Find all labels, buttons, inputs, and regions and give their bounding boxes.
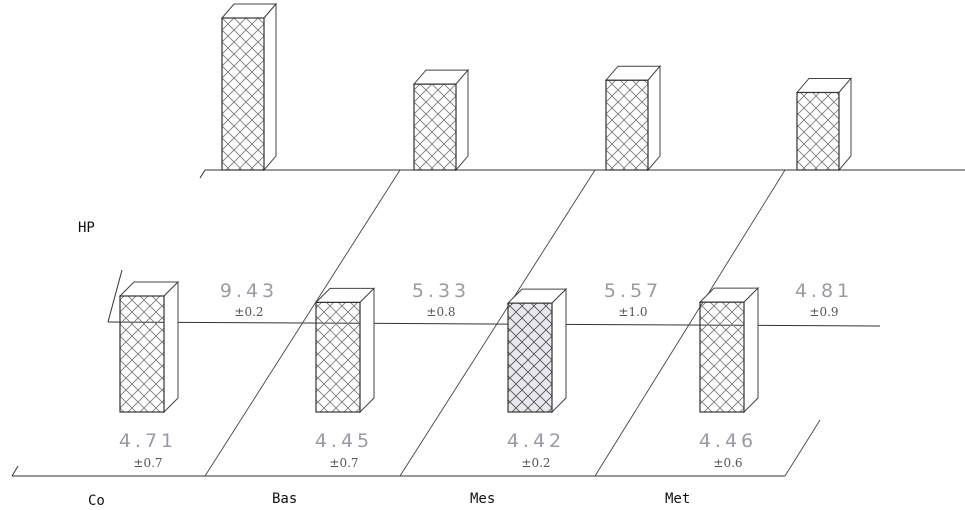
bar-back-met	[795, 77, 853, 172]
axis-line-middle	[107, 321, 881, 327]
bar-side-face	[838, 77, 852, 172]
depth-divider-4	[784, 419, 821, 477]
bar-side-face	[743, 286, 759, 414]
category-label-met: Met	[665, 491, 690, 507]
value-label-back-mes: 5.57	[604, 280, 662, 302]
bar-side-face	[263, 2, 277, 172]
bar-front-face	[507, 302, 553, 413]
depth-divider-2	[399, 169, 596, 477]
bar-front-face	[699, 301, 745, 413]
bar-front-face	[413, 83, 457, 171]
value-label-front-bas: 4.45	[315, 430, 373, 452]
bar-side-face	[551, 287, 567, 414]
category-label-co: Co	[88, 493, 105, 509]
bars	[118, 2, 853, 414]
bar-side-face	[647, 64, 661, 172]
value-label-front-co: 4.71	[119, 430, 177, 452]
bar-side-face	[455, 68, 469, 172]
bar-front-mes	[506, 287, 568, 414]
bar-front-co	[118, 280, 180, 414]
error-label-front-bas: ±0.7	[329, 456, 358, 470]
value-label-back-co: 9.43	[220, 280, 278, 302]
value-label-back-met: 4.81	[795, 280, 853, 302]
error-label-back-bas: ±0.8	[426, 305, 455, 319]
value-label-back-bas: 5.33	[412, 280, 470, 302]
error-label-front-co: ±0.7	[133, 456, 162, 470]
bar-front-face	[221, 17, 265, 171]
depth-divider-1	[204, 169, 401, 477]
bar-front-face	[796, 91, 840, 171]
error-label-back-met: ±0.9	[809, 305, 838, 319]
bar-front-face	[315, 301, 361, 413]
bar-side-face	[163, 280, 179, 414]
value-label-front-met: 4.46	[699, 430, 757, 452]
bar-front-met	[698, 286, 760, 414]
axis-tick-back	[199, 169, 206, 179]
bar-front-face	[605, 79, 649, 171]
row-label-hp: HP	[78, 220, 95, 236]
value-label-front-mes: 4.42	[507, 430, 565, 452]
error-label-front-mes: ±0.2	[521, 456, 550, 470]
bar-back-bas	[412, 68, 470, 172]
bar-front-face	[119, 295, 165, 413]
bar-back-co	[220, 2, 278, 172]
axis-edge-middle	[107, 269, 123, 323]
error-label-front-met: ±0.6	[713, 456, 742, 470]
bar-side-face	[359, 287, 375, 414]
category-label-mes: Mes	[470, 491, 495, 507]
category-label-bas: Bas	[272, 491, 297, 507]
value-labels: 9.43 ±0.2 5.33 ±0.8 5.57 ±1.0 4.81 ±0.9 4.71 ±0.7…	[119, 280, 853, 470]
error-label-back-co: ±0.2	[234, 305, 263, 319]
bar-front-bas	[314, 287, 376, 414]
error-label-back-mes: ±1.0	[618, 305, 647, 319]
axis-tick-front	[11, 465, 19, 477]
depth-divider-3	[594, 169, 786, 477]
bar-back-mes	[604, 64, 662, 172]
